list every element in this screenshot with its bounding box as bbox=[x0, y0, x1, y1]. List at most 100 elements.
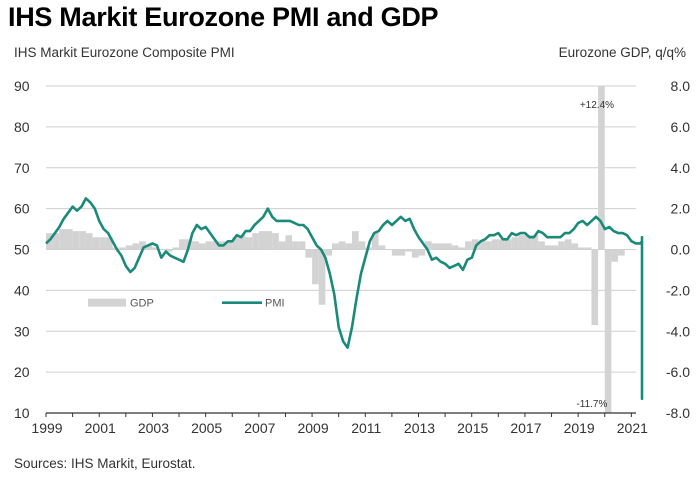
gdp-bar bbox=[225, 241, 233, 250]
legend-pmi-label: PMI bbox=[265, 298, 285, 310]
gdp-bar bbox=[524, 235, 532, 250]
gdp-bar bbox=[471, 239, 479, 250]
gdp-bar bbox=[205, 241, 213, 250]
left-tick-label: 20 bbox=[14, 364, 30, 380]
gdp-bar bbox=[212, 241, 219, 250]
gdp-bar bbox=[551, 245, 559, 250]
annotation-gdp-low: -11.7% bbox=[576, 399, 607, 410]
gdp-bar bbox=[478, 241, 486, 250]
gdp-bar bbox=[491, 239, 499, 250]
gdp-bar bbox=[411, 249, 419, 258]
gdp-bar bbox=[564, 239, 572, 250]
gdp-bar bbox=[139, 241, 146, 250]
right-tick-label: -2.0 bbox=[666, 282, 690, 298]
right-axis-label: Eurozone GDP, q/q% bbox=[558, 45, 686, 60]
x-tick-label: 2001 bbox=[85, 420, 116, 436]
gdp-bar bbox=[591, 249, 599, 326]
gdp-bar bbox=[252, 233, 259, 250]
gdp-bar bbox=[92, 237, 100, 250]
gdp-bar bbox=[338, 241, 346, 250]
gdp-bar bbox=[52, 233, 60, 250]
gdp-bar bbox=[285, 235, 293, 250]
gdp-bar bbox=[351, 231, 359, 250]
gdp-bar bbox=[192, 241, 199, 250]
gdp-bar bbox=[418, 249, 426, 256]
gdp-bar bbox=[431, 243, 439, 250]
gdp-bar bbox=[172, 247, 180, 250]
gdp-bar bbox=[544, 245, 552, 250]
right-tick-label: -6.0 bbox=[666, 364, 690, 380]
gdp-bar bbox=[198, 243, 206, 250]
right-tick-label: 0.0 bbox=[671, 242, 691, 258]
x-tick-label: 2011 bbox=[351, 420, 381, 436]
axes: 90 80 70 60 50 40 30 20 10 8.0 6.0 4.0 2.0 0.0 -2.0 -4.… bbox=[14, 78, 690, 436]
gdp-bar bbox=[105, 237, 113, 250]
gdp-bar bbox=[65, 229, 73, 250]
chart-title: IHS Markit Eurozone PMI and GDP bbox=[8, 2, 439, 32]
gdp-bar bbox=[165, 249, 173, 252]
gdp-bar bbox=[458, 247, 466, 250]
gdp-bar bbox=[531, 235, 539, 250]
gdp-bar bbox=[179, 239, 186, 250]
gdp-bars bbox=[46, 86, 625, 413]
gdp-bar bbox=[272, 233, 279, 250]
left-tick-label: 70 bbox=[14, 160, 30, 176]
x-tick-label: 2005 bbox=[191, 420, 222, 436]
annotations: +12.4% -11.7% bbox=[576, 100, 614, 410]
legend: GDP PMI bbox=[88, 298, 285, 310]
gdp-bar bbox=[504, 239, 512, 250]
gdp-bar bbox=[378, 245, 386, 250]
gdp-bar bbox=[119, 247, 126, 250]
gdp-bar bbox=[425, 241, 432, 250]
gdp-bar bbox=[232, 237, 239, 250]
x-tick-label: 2013 bbox=[404, 420, 435, 436]
gdp-bar bbox=[312, 249, 319, 285]
right-tick-label: 4.0 bbox=[671, 160, 691, 176]
gdp-bar bbox=[405, 249, 412, 252]
x-tick-label: 2015 bbox=[457, 420, 488, 436]
gdp-bar bbox=[332, 243, 339, 250]
gdp-bar bbox=[99, 237, 106, 250]
gdp-bar bbox=[498, 239, 505, 250]
gdp-bar bbox=[538, 241, 545, 250]
gdp-bar bbox=[604, 249, 612, 413]
left-tick-label: 60 bbox=[14, 201, 30, 217]
right-tick-label: -8.0 bbox=[666, 405, 690, 421]
gdp-bar bbox=[391, 249, 399, 256]
source-note: Sources: IHS Markit, Eurostat. bbox=[14, 456, 196, 471]
gdp-bar bbox=[558, 241, 565, 250]
gdp-bar bbox=[325, 249, 333, 256]
legend-gdp-label: GDP bbox=[130, 298, 154, 310]
gdp-bar bbox=[451, 245, 459, 250]
gdp-bar bbox=[438, 243, 446, 250]
gdp-bar bbox=[305, 249, 313, 258]
gdp-bar bbox=[611, 249, 619, 262]
left-tick-label: 80 bbox=[14, 119, 30, 135]
x-tick-label: 2019 bbox=[564, 420, 595, 436]
gdp-bar bbox=[85, 233, 93, 250]
gdp-bar bbox=[145, 245, 153, 250]
gdp-bar bbox=[518, 235, 525, 250]
pmi-line bbox=[45, 197, 644, 401]
gdp-bar bbox=[238, 235, 246, 250]
x-tick-label: 2017 bbox=[510, 420, 541, 436]
gridlines bbox=[46, 85, 636, 373]
gdp-bar bbox=[132, 243, 140, 250]
x-tick-label: 1999 bbox=[31, 420, 62, 436]
right-tick-label: 8.0 bbox=[671, 78, 691, 94]
gdp-bar bbox=[59, 229, 66, 250]
pmi-line-group bbox=[45, 197, 644, 401]
left-tick-label: 10 bbox=[14, 405, 30, 421]
x-tick-label: 2003 bbox=[138, 420, 169, 436]
x-tick-label: 2021 bbox=[617, 420, 648, 436]
right-tick-label: 6.0 bbox=[671, 119, 691, 135]
gdp-bar bbox=[318, 249, 326, 305]
gdp-bar bbox=[152, 247, 160, 250]
left-tick-label: 30 bbox=[14, 323, 30, 339]
gdp-bar bbox=[465, 241, 472, 250]
x-tick-label: 2009 bbox=[297, 420, 328, 436]
gdp-bar bbox=[358, 241, 366, 250]
gdp-bar bbox=[445, 243, 452, 250]
legend-gdp-swatch bbox=[88, 298, 126, 307]
gdp-bar bbox=[485, 241, 492, 250]
